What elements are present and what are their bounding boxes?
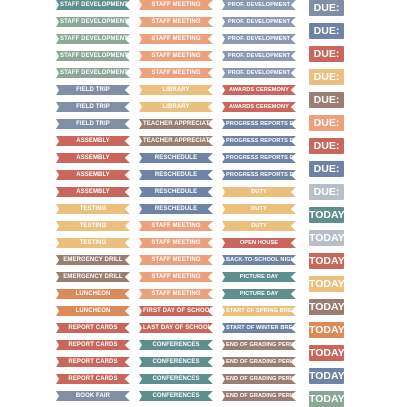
sticker-banner: RESCHEDULE — [139, 204, 213, 214]
sticker-banner: LUNCHEON — [56, 289, 130, 299]
due-tag: DUE: — [309, 0, 344, 16]
sticker-banner: ASSEMBLY — [56, 136, 130, 146]
sticker-banner: STAFF DEVELOPMENT — [56, 34, 130, 44]
today-tag: TODAY — [309, 207, 345, 223]
sticker-banner: STAFF MEETING — [139, 0, 213, 10]
today-tag: TODAY — [309, 368, 345, 384]
today-tag: TODAY — [309, 345, 345, 361]
due-tag: DUE: — [309, 184, 344, 200]
sticker-banner: END OF GRADING PERIOD — [222, 374, 296, 384]
sticker-banner: OPEN HOUSE — [222, 238, 296, 248]
sticker-banner: STAFF DEVELOPMENT — [56, 17, 130, 27]
sticker-banner: REPORT CARDS — [56, 374, 130, 384]
sticker-banner: PROF. DEVELOPMENT — [222, 34, 296, 44]
sticker-banner: TESTING — [56, 238, 130, 248]
sticker-banner: FIELD TRIP — [56, 85, 130, 95]
sticker-banner: RESCHEDULE — [139, 153, 213, 163]
sticker-banner: START OF SPRING BREAK — [222, 306, 296, 316]
sticker-banner: PROGRESS REPORTS DUE — [222, 170, 296, 180]
due-tag: DUE: — [309, 92, 344, 108]
sticker-banner: REPORT CARDS — [56, 357, 130, 367]
sticker-banner: LUNCHEON — [56, 306, 130, 316]
sticker-banner: ASSEMBLY — [56, 170, 130, 180]
sticker-banner: STAFF MEETING — [139, 34, 213, 44]
sticker-banner: STAFF MEETING — [139, 51, 213, 61]
due-tag: DUE: — [309, 46, 344, 62]
sticker-banner: TESTING — [56, 204, 130, 214]
sticker-banner: STAFF DEVELOPMENT — [56, 68, 130, 78]
due-tag: DUE: — [309, 23, 344, 39]
sticker-banner: PROF. DEVELOPMENT — [222, 68, 296, 78]
sticker-banner: FIRST DAY OF SCHOOL — [139, 306, 213, 316]
sticker-banner: STAFF MEETING — [139, 255, 213, 265]
sticker-banner: AWARDS CEREMONY — [222, 102, 296, 112]
sticker-banner: PROGRESS REPORTS DUE — [222, 153, 296, 163]
sticker-banner: STAFF DEVELOPMENT — [56, 51, 130, 61]
sticker-banner: BOOK FAIR — [56, 391, 130, 401]
sticker-banner: CONFERENCES — [139, 340, 213, 350]
sticker-banner: AWARDS CEREMONY — [222, 85, 296, 95]
sticker-banner: STAFF MEETING — [139, 289, 213, 299]
sticker-banner: BACK-TO-SCHOOL NIGHT — [222, 255, 296, 265]
sticker-banner: PROGRESS REPORTS DUE — [222, 119, 296, 129]
sticker-banner: FIELD TRIP — [56, 102, 130, 112]
sticker-banner: RESCHEDULE — [139, 187, 213, 197]
sticker-banner: END OF GRADING PERIOD — [222, 340, 296, 350]
sticker-banner: RESCHEDULE — [139, 170, 213, 180]
sticker-banner: TEACHER APPRECIATION — [139, 136, 213, 146]
today-tag: TODAY — [309, 253, 345, 269]
sticker-banner: ASSEMBLY — [56, 187, 130, 197]
sticker-banner: PICTURE DAY — [222, 272, 296, 282]
sticker-banner: DUTY — [222, 221, 296, 231]
sticker-banner: CONFERENCES — [139, 374, 213, 384]
sticker-banner: TESTING — [56, 221, 130, 231]
sticker-banner: STAFF DEVELOPMENT — [56, 0, 130, 10]
sticker-banner: PROF. DEVELOPMENT — [222, 0, 296, 10]
today-tag: TODAY — [309, 322, 345, 338]
due-tag: DUE: — [309, 115, 344, 131]
sticker-banner: PROGRESS REPORTS DUE — [222, 136, 296, 146]
due-tag: DUE: — [309, 69, 344, 85]
due-tag: DUE: — [309, 138, 344, 154]
sticker-banner: PROF. DEVELOPMENT — [222, 51, 296, 61]
sticker-banner: STAFF MEETING — [139, 17, 213, 27]
sticker-banner: LAST DAY OF SCHOOL — [139, 323, 213, 333]
sticker-banner: PICTURE DAY — [222, 289, 296, 299]
sticker-banner: CONFERENCES — [139, 391, 213, 401]
due-tag: DUE: — [309, 161, 344, 177]
sticker-banner: REPORT CARDS — [56, 340, 130, 350]
today-tag: TODAY — [309, 299, 345, 315]
today-tag: TODAY — [309, 230, 345, 246]
sticker-banner: STAFF MEETING — [139, 238, 213, 248]
sticker-banner: START OF WINTER BREAK — [222, 323, 296, 333]
today-tag: TODAY — [309, 391, 345, 407]
sticker-banner: END OF GRADING PERIOD — [222, 391, 296, 401]
sticker-banner: STAFF MEETING — [139, 68, 213, 78]
sticker-banner: PROF. DEVELOPMENT — [222, 17, 296, 27]
sticker-banner: STAFF MEETING — [139, 221, 213, 231]
sticker-banner: CONFERENCES — [139, 357, 213, 367]
sticker-banner: ASSEMBLY — [56, 153, 130, 163]
sticker-banner: EMERGENCY DRILL — [56, 272, 130, 282]
sticker-banner: FIELD TRIP — [56, 119, 130, 129]
sticker-banner: EMERGENCY DRILL — [56, 255, 130, 265]
today-tag: TODAY — [309, 276, 345, 292]
sticker-banner: DUTY — [222, 204, 296, 214]
sticker-banner: LIBRARY — [139, 102, 213, 112]
sticker-banner: DUTY — [222, 187, 296, 197]
sticker-banner: TEACHER APPRECIATION — [139, 119, 213, 129]
sticker-banner: LIBRARY — [139, 85, 213, 95]
sticker-banner: REPORT CARDS — [56, 323, 130, 333]
sticker-banner: END OF GRADING PERIOD — [222, 357, 296, 367]
sticker-banner: STAFF MEETING — [139, 272, 213, 282]
